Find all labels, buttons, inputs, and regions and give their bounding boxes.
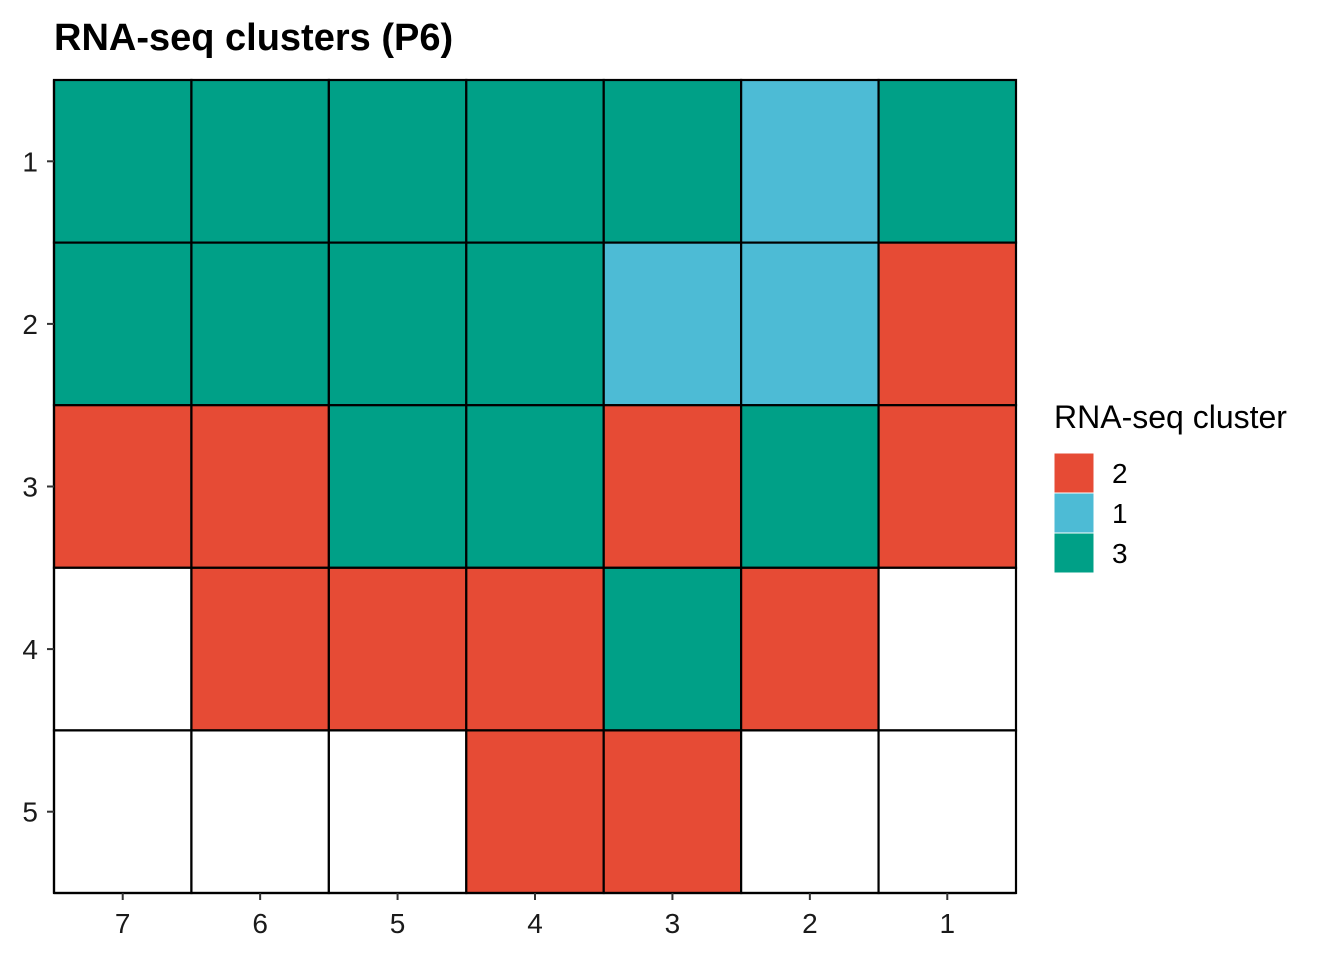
heatmap-cell	[327, 729, 468, 895]
x-tick-label: 3	[665, 908, 681, 939]
x-tick-label: 7	[115, 908, 131, 939]
heatmap-cell	[327, 78, 468, 244]
heatmap-cell	[877, 78, 1018, 244]
heatmap-cell	[52, 729, 193, 895]
heatmap-cell	[52, 78, 193, 244]
legend-label: 2	[1112, 458, 1128, 489]
heatmap-cell	[465, 78, 605, 244]
heatmap-cell	[327, 404, 468, 569]
x-tick-label: 6	[252, 908, 268, 939]
heatmap-cell	[602, 241, 743, 407]
legend-key	[1053, 532, 1095, 574]
heatmap-cell	[190, 404, 330, 569]
heatmap-cell	[877, 729, 1018, 895]
heatmap-cell	[602, 404, 743, 569]
heatmap-cell	[327, 241, 468, 407]
y-tick-label: 5	[22, 797, 38, 828]
x-tick-label: 5	[390, 908, 406, 939]
heatmap-cell	[877, 566, 1018, 732]
heatmap-cell	[190, 729, 330, 895]
heatmap-cell	[190, 78, 330, 244]
heatmap-cell	[52, 566, 193, 732]
x-axis-ticks: 7 6 5 4 3 2 1	[115, 893, 955, 939]
heatmap-cell	[52, 404, 193, 569]
heatmap-cell	[327, 566, 468, 732]
heatmap-cell	[740, 241, 880, 407]
y-tick-label: 2	[22, 309, 38, 340]
heatmap-cell	[602, 729, 743, 895]
y-tick-label: 4	[22, 634, 38, 665]
legend-label: 3	[1112, 538, 1128, 569]
heatmap-cell	[52, 241, 193, 407]
x-tick-label: 1	[939, 908, 955, 939]
heatmap-cell	[740, 404, 880, 569]
heatmap-cell	[465, 241, 605, 407]
legend-key	[1053, 492, 1095, 534]
heatmap-cell	[190, 241, 330, 407]
heatmap-cell	[740, 566, 880, 732]
heatmap-cell	[465, 566, 605, 732]
legend-key	[1053, 452, 1095, 494]
heatmap-cells	[52, 78, 1018, 895]
heatmap-cell	[740, 729, 880, 895]
heatmap-cell	[190, 566, 330, 732]
heatmap-cell	[465, 404, 605, 569]
legend: RNA-seq cluster 2 1 3	[1053, 399, 1287, 574]
x-tick-label: 2	[802, 908, 818, 939]
y-tick-label: 3	[22, 472, 38, 503]
x-tick-label: 4	[527, 908, 543, 939]
heatmap-cell	[877, 404, 1018, 569]
y-axis-ticks: 1 2 3 4 5	[22, 146, 54, 828]
legend-label: 1	[1112, 498, 1128, 529]
heatmap-cell	[877, 241, 1018, 407]
y-tick-label: 1	[22, 146, 38, 177]
heatmap-cell	[602, 78, 743, 244]
heatmap-cell	[740, 78, 880, 244]
legend-title: RNA-seq cluster	[1054, 399, 1287, 435]
heatmap-cell	[465, 729, 605, 895]
heatmap-cell	[602, 566, 743, 732]
chart-title: RNA-seq clusters (P6)	[54, 17, 453, 59]
